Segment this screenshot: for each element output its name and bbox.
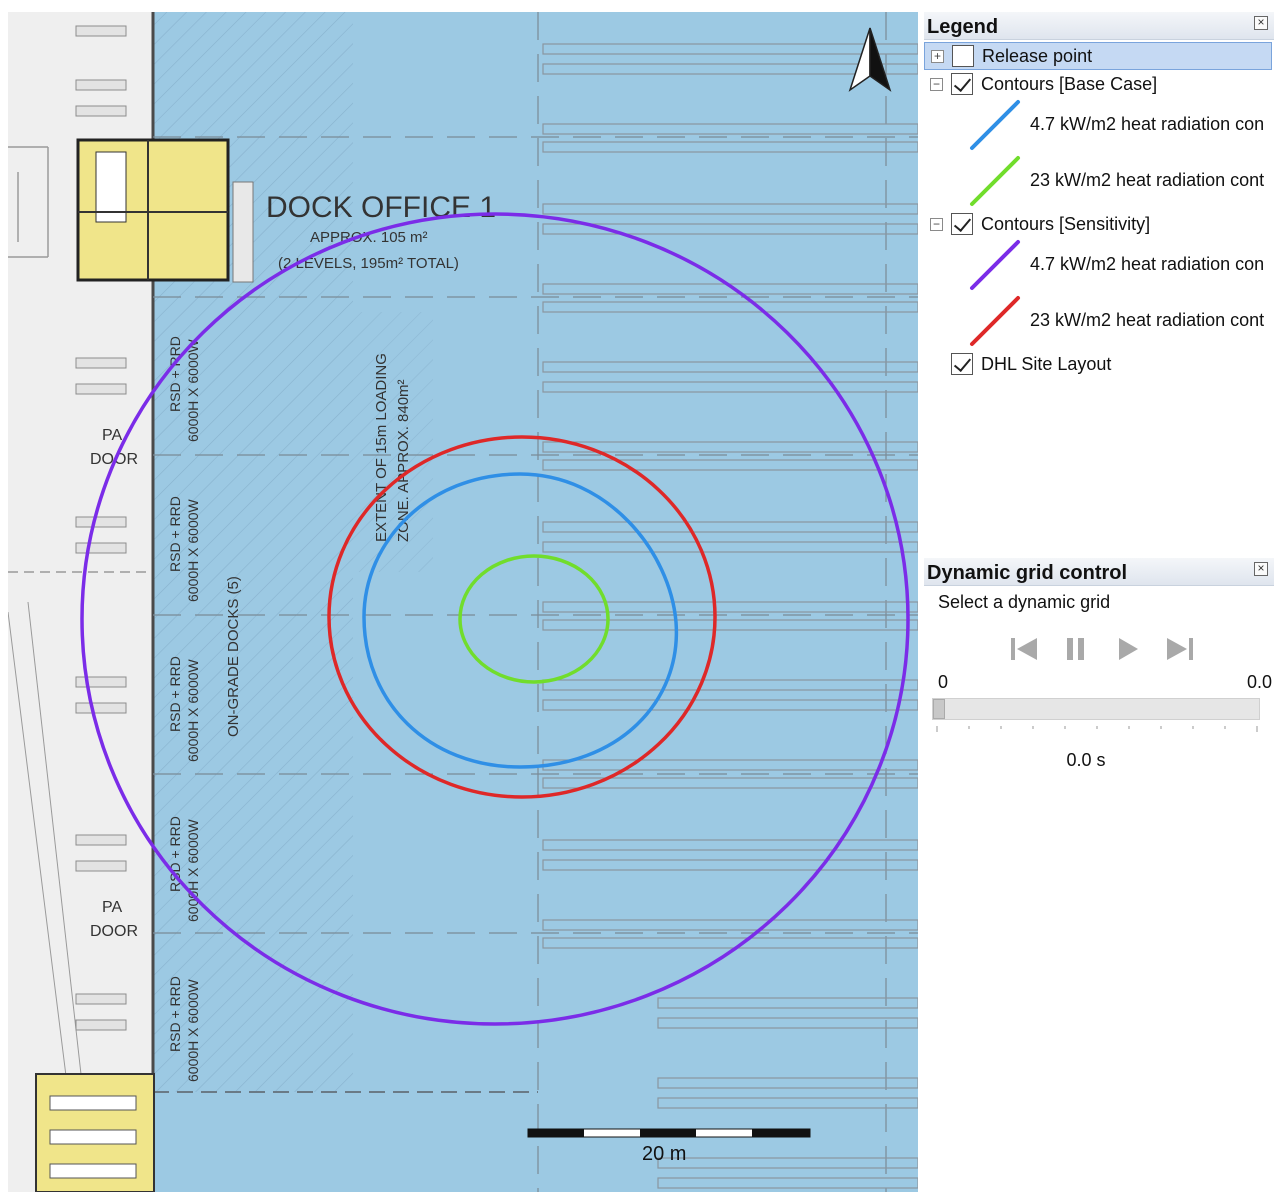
dims-label: 6000H X 6000W [185, 818, 201, 922]
dynamic-grid-panel: Dynamic grid control × Select a dynamic … [924, 558, 1274, 1192]
legend-entry-label: 4.7 kW/m2 heat radiation con [1030, 254, 1265, 274]
grid-select-prompt[interactable]: Select a dynamic grid [938, 592, 1111, 612]
dims-label: 6000H X 6000W [185, 978, 201, 1082]
expand-plus-icon[interactable]: + [931, 49, 944, 63]
skip-end-icon [1167, 638, 1193, 660]
purple-line-swatch-icon [970, 240, 1020, 290]
time-slider-thumb[interactable] [933, 699, 945, 719]
collapse-minus-icon[interactable]: − [930, 77, 943, 91]
skip-to-start-button[interactable] [1006, 634, 1042, 664]
play-button[interactable] [1110, 634, 1146, 664]
contours-sensitivity-checkbox[interactable] [951, 213, 973, 235]
rsd-label: RSD + RRD [167, 816, 183, 892]
left-building [8, 146, 153, 1093]
on-grade-docks-label: ON-GRADE DOCKS (5) [225, 576, 242, 737]
lower-office-building [35, 1073, 155, 1192]
rsd-label: RSD + RRD [167, 336, 183, 412]
grid-control-title: Dynamic grid control [927, 562, 1128, 584]
levels-label: (2 LEVELS, 195m² TOTAL) [278, 255, 459, 272]
pause-icon [1067, 638, 1084, 660]
range-min-label: 0 [938, 672, 949, 692]
pa-label-2: PA [102, 899, 122, 916]
contour-sensitivity-4-7 [80, 212, 910, 1026]
racking [542, 43, 918, 1189]
dims-label: 6000H X 6000W [185, 338, 201, 442]
skip-to-end-button[interactable] [1162, 634, 1198, 664]
legend-entry-label: 23 kW/m2 heat radiation cont [1030, 170, 1265, 190]
legend-entry-base-4-7: 4.7 kW/m2 heat radiation con [968, 98, 1274, 154]
legend-title: Legend [927, 16, 999, 38]
pa-label: PA [102, 427, 122, 444]
contour-base-4-7 [362, 472, 679, 769]
dhl-site-layout-checkbox[interactable] [951, 353, 973, 375]
pause-button[interactable] [1058, 634, 1094, 664]
map-view[interactable]: DOCK OFFICE 1 APPROX. 105 m² (2 LEVELS, … [8, 12, 918, 1192]
close-icon[interactable]: × [1254, 562, 1268, 576]
legend-item-label: DHL Site Layout [981, 353, 1112, 374]
loading-zone-hatch [353, 312, 433, 572]
scale-bar-label: 20 m [642, 1143, 686, 1165]
legend-item-label: Release point [982, 45, 1093, 66]
loading-zone-label-2: ZONE. APPROX. 840m² [395, 379, 412, 542]
play-icon [1119, 638, 1138, 660]
contours [80, 212, 910, 1026]
green-line-swatch-icon [970, 156, 1020, 206]
left-wing-blocks [75, 25, 127, 1031]
rsd-label: RSD + RRD [167, 976, 183, 1052]
scale-bar: 20 m [527, 1128, 811, 1165]
time-slider[interactable] [932, 698, 1260, 720]
legend-item-release-point[interactable]: + Release point [924, 42, 1272, 70]
contours-base-case-checkbox[interactable] [951, 73, 973, 95]
rsd-label: RSD + RRD [167, 496, 183, 572]
slider-ticks [936, 726, 1258, 732]
contour-sensitivity-23 [327, 435, 717, 799]
blue-line-swatch-icon [970, 100, 1020, 150]
dock-office-label: DOCK OFFICE 1 [266, 191, 496, 224]
approx-area-label: APPROX. 105 m² [310, 229, 428, 246]
north-arrow-icon [848, 27, 892, 92]
legend-entry-sens-4-7: 4.7 kW/m2 heat radiation con [968, 238, 1274, 294]
rsd-label: RSD + RRD [167, 656, 183, 732]
legend-item-contours-sensitivity[interactable]: − Contours [Sensitivity] [924, 210, 1274, 238]
legend-item-dhl-site-layout[interactable]: DHL Site Layout [924, 350, 1274, 378]
legend-panel: Legend × + Release point − Contours [Bas… [924, 12, 1274, 540]
door-label-2: DOOR [90, 923, 138, 940]
dock-office-building [76, 138, 254, 283]
release-point-checkbox[interactable] [952, 45, 974, 67]
skip-start-icon [1011, 638, 1037, 660]
legend-item-label: Contours [Base Case] [981, 73, 1158, 94]
red-line-swatch-icon [970, 296, 1020, 346]
legend-entry-label: 23 kW/m2 heat radiation cont [1030, 310, 1265, 330]
playback-controls [1006, 634, 1198, 664]
legend-item-contours-base-case[interactable]: − Contours [Base Case] [924, 70, 1274, 98]
dock-door-labels: RSD + RRD 6000H X 6000W RSD + RRD 6000H … [167, 336, 201, 1082]
dims-label: 6000H X 6000W [185, 658, 201, 762]
loading-zone-label-1: EXTENT OF 15m LOADING [373, 353, 390, 542]
map-canvas[interactable]: DOCK OFFICE 1 APPROX. 105 m² (2 LEVELS, … [8, 12, 918, 1192]
collapse-minus-icon[interactable]: − [930, 217, 943, 231]
dims-label: 6000H X 6000W [185, 498, 201, 602]
legend-entry-label: 4.7 kW/m2 heat radiation con [1030, 114, 1265, 134]
legend-entry-sens-23: 23 kW/m2 heat radiation cont [968, 294, 1274, 350]
range-max-label: 0.0 [1246, 672, 1272, 692]
contour-base-23 [458, 554, 610, 684]
grid-control-header: Dynamic grid control × [924, 558, 1274, 586]
legend-item-label: Contours [Sensitivity] [981, 213, 1151, 234]
current-time-label: 0.0 s [1066, 750, 1106, 770]
legend-header: Legend × [924, 12, 1274, 40]
legend-entry-base-23: 23 kW/m2 heat radiation cont [968, 154, 1274, 210]
close-icon[interactable]: × [1254, 16, 1268, 30]
